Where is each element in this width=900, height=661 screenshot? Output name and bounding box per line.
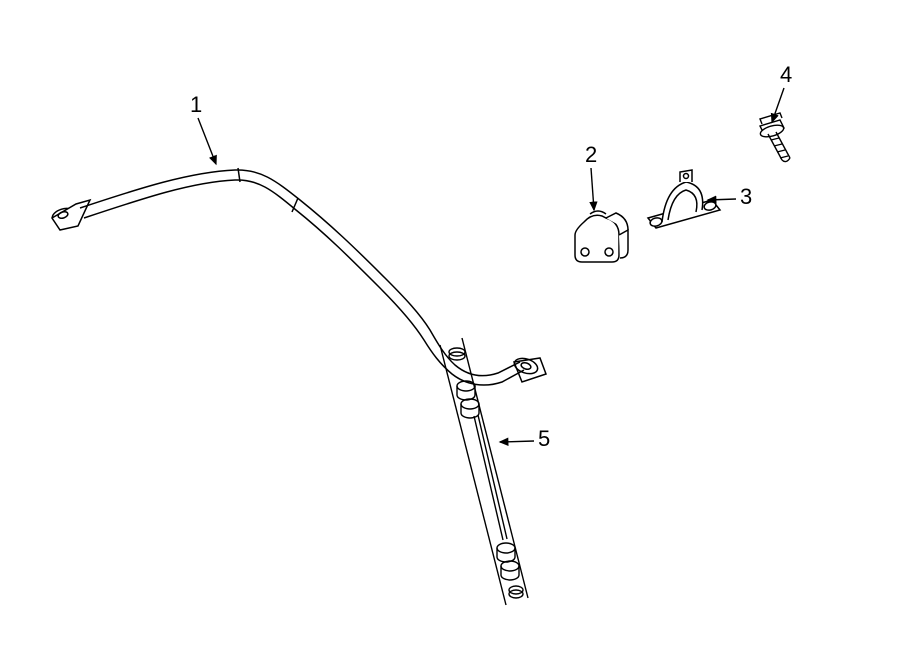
callout-arrows xyxy=(198,88,784,442)
callout-label-5: 5 xyxy=(538,426,550,452)
part-bolt xyxy=(759,113,790,162)
callout-label-2: 2 xyxy=(585,142,597,168)
part-stabilizer-bar xyxy=(51,168,546,385)
part-bushing-bracket-outer xyxy=(648,170,720,228)
part-stabilizer-link xyxy=(440,338,528,605)
callout-label-4: 4 xyxy=(780,62,792,88)
callout-label-1: 1 xyxy=(190,92,202,118)
callout-label-3: 3 xyxy=(740,184,752,210)
part-bushing-bracket-inner xyxy=(575,211,628,262)
parts-diagram: 1 2 3 4 5 xyxy=(0,0,900,661)
diagram-svg xyxy=(0,0,900,661)
